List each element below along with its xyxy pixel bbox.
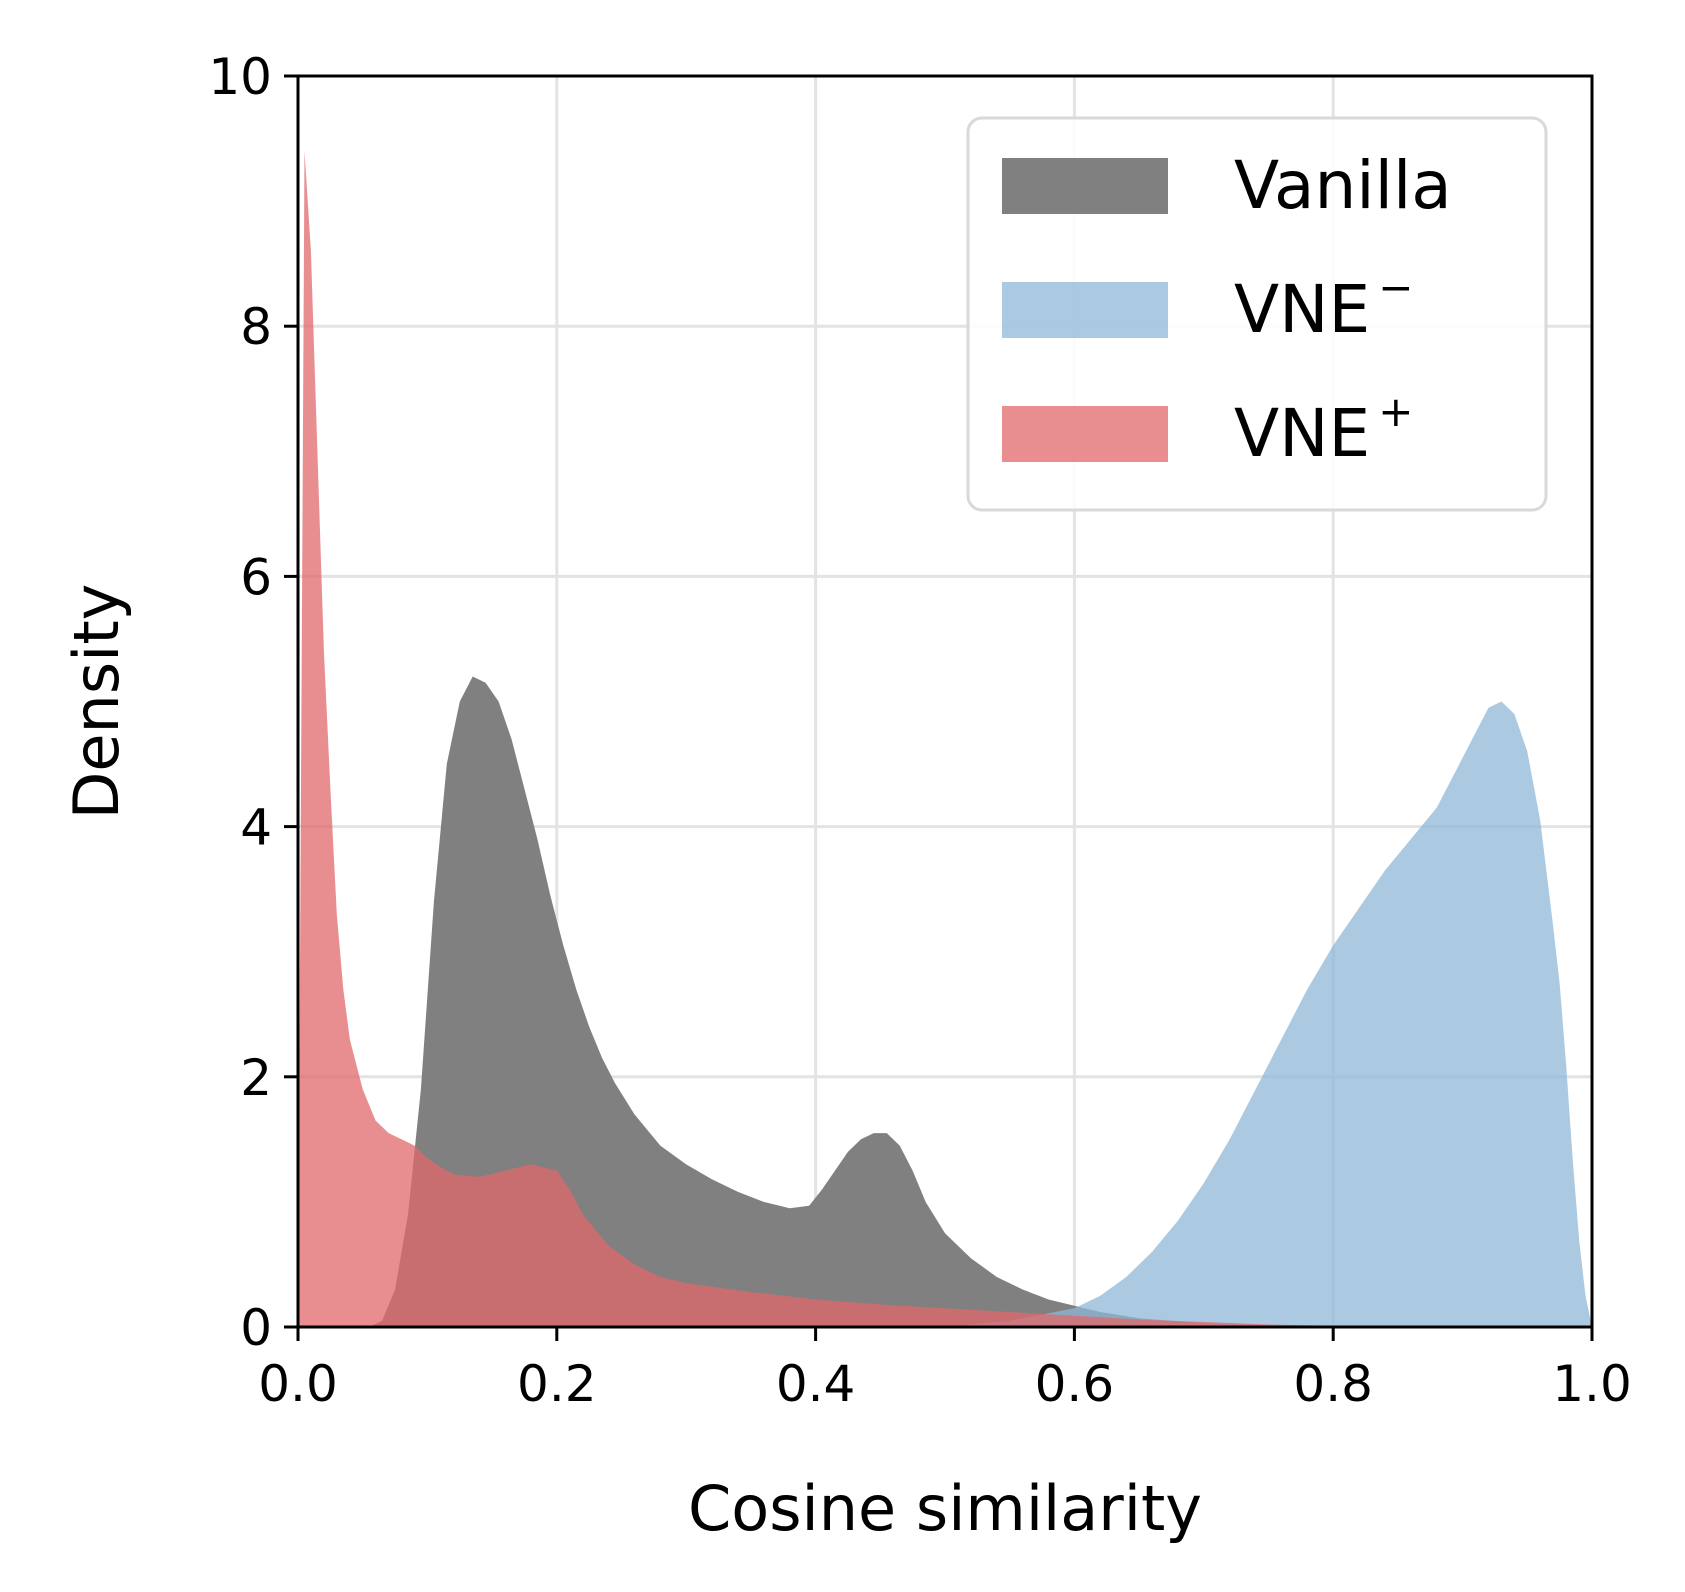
x-axis-label: Cosine similarity <box>688 1472 1202 1545</box>
y-tick-label: 2 <box>240 1049 272 1107</box>
series-area-1 <box>298 676 1592 1327</box>
x-tick-label: 0.8 <box>1293 1355 1373 1413</box>
y-tick-label: 10 <box>208 48 272 106</box>
ticks: 0.0 0.2 0.4 0.6 0.8 1.0 0 2 4 6 8 10 <box>208 48 1631 1413</box>
legend-label: Vanilla <box>1234 147 1452 224</box>
series-area-3 <box>298 151 1592 1328</box>
x-tick-label: 0.4 <box>776 1355 856 1413</box>
x-tick-label: 0.0 <box>258 1355 338 1413</box>
y-axis-label: Density <box>60 584 133 820</box>
x-tick-label: 0.2 <box>517 1355 597 1413</box>
x-tick-label: 1.0 <box>1552 1355 1632 1413</box>
y-tick-label: 4 <box>240 799 272 857</box>
legend-swatch <box>1002 406 1168 462</box>
legend: Vanilla VNE − VNE + <box>966 116 1548 512</box>
y-tick-label: 0 <box>240 1299 272 1357</box>
x-tick-label: 0.6 <box>1035 1355 1115 1413</box>
legend-label: VNE − <box>1234 263 1413 348</box>
plot-frame <box>296 74 1594 1329</box>
series-area-2 <box>298 701 1592 1327</box>
legend-label: VNE + <box>1234 387 1413 472</box>
y-tick-label: 8 <box>240 298 272 356</box>
legend-swatch <box>1002 282 1168 338</box>
y-tick-label: 6 <box>240 548 272 606</box>
series-layer <box>298 151 1592 1328</box>
legend-swatch <box>1002 158 1168 214</box>
